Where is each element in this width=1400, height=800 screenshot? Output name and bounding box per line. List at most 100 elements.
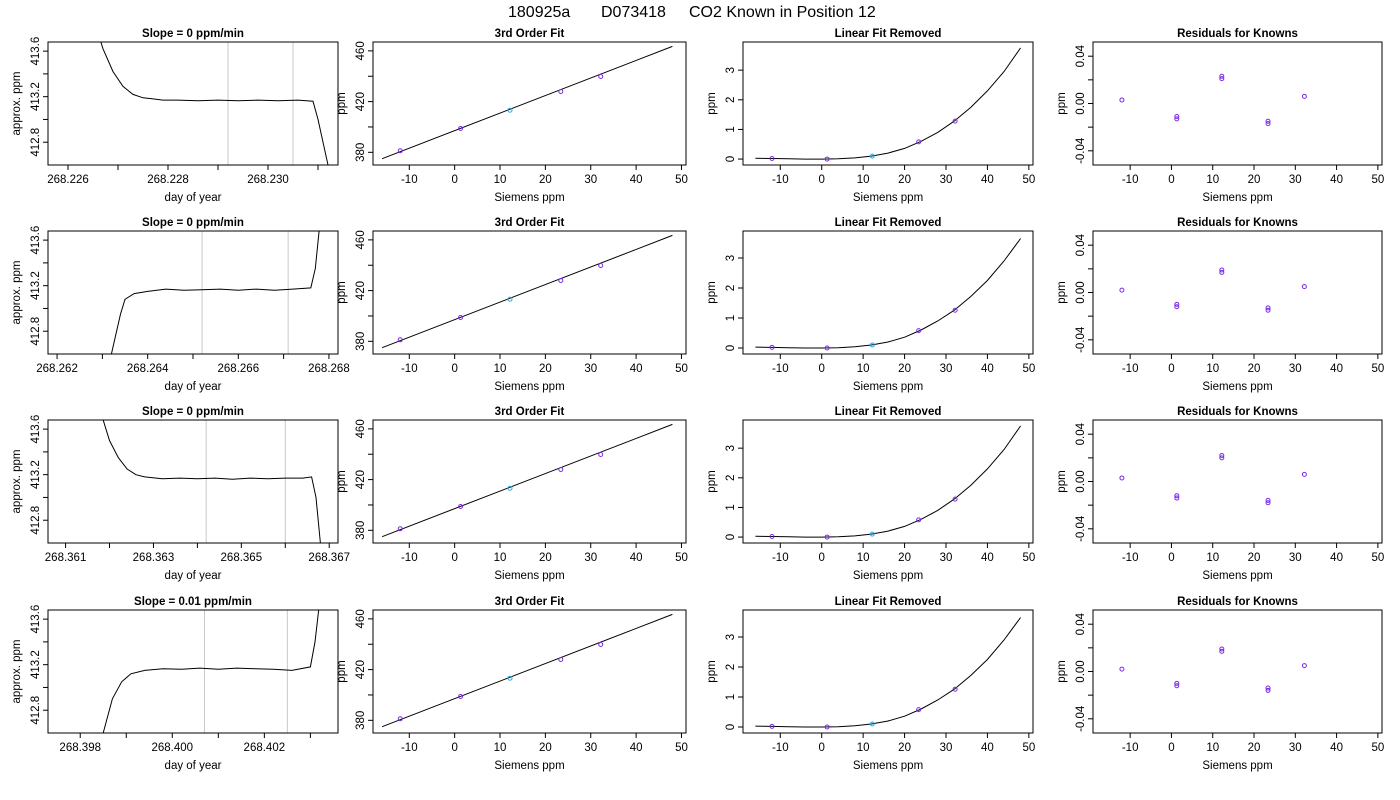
plot-frame [1092,41,1383,166]
x-tick-label: 0 [1168,552,1174,564]
data-point [598,73,604,79]
fit-curve [381,234,673,349]
x-tick-label: 50 [1371,174,1384,186]
x-tick-label: 268.365 [221,552,263,564]
x-tick-label: 20 [1248,174,1261,186]
data-point [1174,493,1180,499]
x-axis-label: day of year [165,570,222,582]
x-tick-label: 50 [1022,363,1035,375]
data-point [1119,475,1125,481]
data-point [598,641,604,647]
x-tick-label: 0 [451,174,457,186]
data-point [1174,680,1180,686]
data-point [916,328,922,334]
x-tick-label: 40 [630,174,643,186]
x-tick-label: 30 [940,552,953,564]
x-tick-label: 268.398 [59,742,101,754]
data-point [1265,307,1271,313]
x-tick-label: -10 [772,363,789,375]
y-tick-label: 0.00 [1075,281,1087,303]
x-tick-label: 30 [940,742,953,754]
y-tick-label: 413.6 [30,415,42,444]
y-tick-label: 380 [355,332,367,351]
time-series-line [110,231,320,354]
x-tick-label: -10 [401,552,418,564]
data-point [769,533,775,539]
x-tick-label: 20 [898,363,911,375]
x-tick-label: 30 [584,174,597,186]
y-tick-label: 420 [355,92,367,111]
y-axis-label: approx. ppm [11,261,23,325]
x-tick-label: -10 [772,552,789,564]
panel-title: Slope = 0.01 ppm/min [134,596,252,608]
x-tick-label: 40 [1330,742,1343,754]
data-point [397,337,403,343]
x-tick-label: 50 [1022,742,1035,754]
x-tick-label: 50 [1022,552,1035,564]
x-tick-label: 20 [539,742,552,754]
y-tick-label: 0.00 [1075,660,1087,682]
x-tick-label: -10 [772,174,789,186]
data-point [1174,304,1180,310]
y-tick-label: 460 [355,41,367,60]
data-point [598,451,604,457]
x-tick-label: 10 [857,363,870,375]
x-tick-label: 0 [451,552,457,564]
data-point [1219,646,1225,652]
y-tick-label: -0.04 [1075,515,1087,542]
x-axis-label: Siemens ppm [1202,570,1272,582]
y-tick-label: 413.2 [30,82,42,111]
panel-r0-c0: Slope = 0 ppm/min 268.226 268.228 268.230 41… [11,28,339,204]
x-tick-label: -10 [401,742,418,754]
x-tick-label: -10 [1122,174,1139,186]
x-axis-label: day of year [165,192,222,204]
y-tick-label: 3 [725,634,737,640]
data-point [824,345,830,351]
figure-title-run: 180925a [508,4,570,21]
plot-frame [372,41,687,166]
data-point [1219,452,1225,458]
data-point [1219,267,1225,273]
data-point [1174,301,1180,307]
x-tick-label: 50 [675,552,688,564]
x-tick-label: 30 [584,742,597,754]
data-point [916,707,922,713]
x-axis-label: Siemens ppm [494,570,564,582]
x-tick-label: 40 [630,742,643,754]
x-axis-label: Siemens ppm [853,760,923,772]
plot-frame [372,230,687,355]
plot-frame [47,609,339,734]
panel-r0-c2: Linear Fit Removed -10 0 10 20 30 40 50 0 1 2 3 Siem… [706,28,1035,204]
data-point [1219,648,1225,654]
y-tick-label: 0.00 [1075,92,1087,114]
panel-r2-c1: 3rd Order Fit -10 0 10 20 30 40 50 380 420 460 Siem… [336,406,688,582]
data-point [1301,93,1307,99]
y-tick-label: 413.2 [30,460,42,489]
y-axis-label: ppm [336,92,348,114]
x-tick-label: 268.228 [147,174,189,186]
x-tick-label: 20 [539,363,552,375]
data-point [1265,118,1271,124]
data-point [1174,495,1180,501]
figure-title-position: CO2 Known in Position 12 [689,4,876,21]
x-tick-label: 40 [1330,363,1343,375]
data-point [1265,305,1271,311]
y-axis-label: approx. ppm [11,640,23,704]
panel-title: Residuals for Knowns [1177,406,1298,418]
plot-frame [742,419,1034,544]
x-tick-label: -10 [772,742,789,754]
panel-title: Slope = 0 ppm/min [142,217,244,229]
y-tick-label: 420 [355,281,367,300]
x-tick-label: 0 [451,363,457,375]
data-point [507,107,513,113]
data-point [769,723,775,729]
y-tick-label: 420 [355,660,367,679]
x-axis-label: Siemens ppm [494,760,564,772]
plot-frame [1092,230,1383,355]
x-tick-label: 268.226 [47,174,89,186]
y-tick-label: 420 [355,470,367,489]
y-tick-label: 460 [355,419,367,438]
y-tick-label: 412.8 [30,317,42,346]
y-tick-label: 3 [725,445,737,451]
